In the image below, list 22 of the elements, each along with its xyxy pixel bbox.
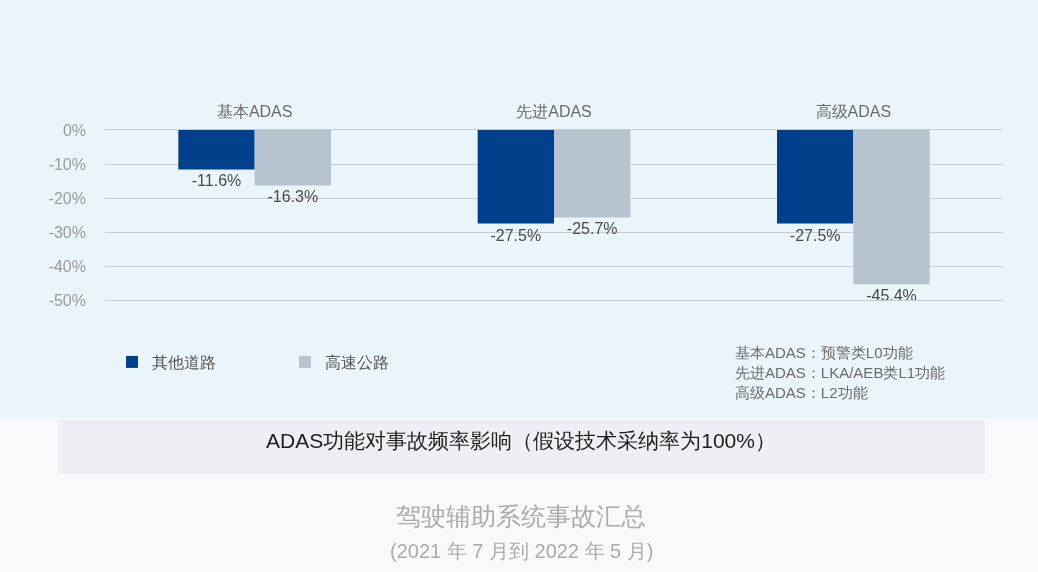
legend-label: 高速公路 [325, 354, 389, 372]
text: 基本ADAS：预警类L0功能 [735, 344, 913, 361]
text: 驾驶辅助系统事故汇总 [396, 502, 646, 530]
data-label: -16.3% [267, 188, 319, 206]
y-tick-label: -10% [48, 155, 86, 173]
y-tick-label: -20% [48, 189, 86, 207]
x-tick-label: 高级ADAS [815, 102, 892, 120]
data-label: -27.5% [490, 226, 542, 244]
data-label: -25.7% [566, 220, 618, 238]
y-tick-label: 0% [62, 121, 86, 139]
y-tick-label: -30% [48, 223, 86, 241]
x-tick-label: 先进ADAS [516, 102, 592, 120]
text: 先进ADAS：LKA/AEB类L1功能 [735, 364, 946, 381]
legend-label: 其他道路 [152, 354, 216, 372]
text: (2021 年 7 月到 2022 年 5 月) [390, 540, 654, 562]
x-tick-label: 基本ADAS [216, 102, 293, 120]
text: 高级ADAS：L2功能 [735, 384, 868, 401]
y-tick-label: -40% [48, 257, 86, 275]
text: ADAS功能对事故频率影响（假设技术采纳率为100%） [266, 429, 776, 453]
data-label: -27.5% [789, 226, 841, 244]
y-tick-label: -50% [48, 291, 86, 309]
data-label: -11.6% [191, 172, 242, 190]
